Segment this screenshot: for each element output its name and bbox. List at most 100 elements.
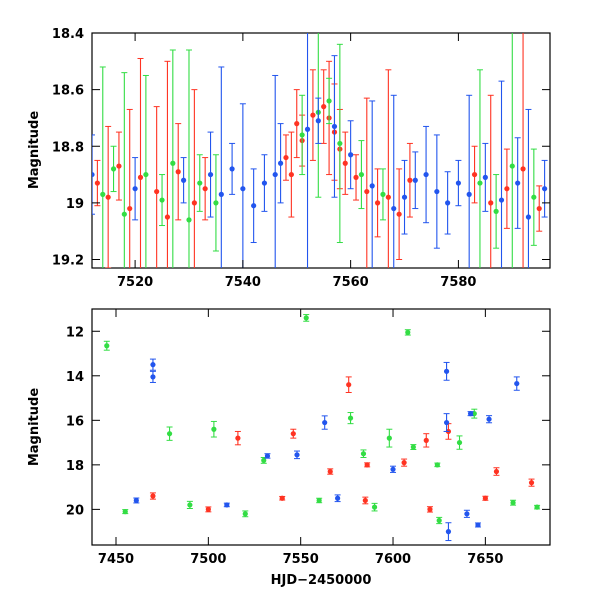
data-point <box>133 497 139 504</box>
data-point <box>358 171 365 178</box>
data-point <box>423 171 429 178</box>
data-point <box>464 511 470 517</box>
data-point <box>331 123 338 130</box>
data-point <box>137 174 144 180</box>
data-point <box>154 188 160 195</box>
data-point <box>531 194 537 200</box>
data-point <box>471 171 478 178</box>
data-point <box>427 506 433 512</box>
x-tick-label: 7580 <box>440 275 476 290</box>
data-point <box>322 419 328 426</box>
y-tick-label: 18.8 <box>52 140 84 155</box>
top-panel: 7520 7540 7560 7580 18.4 18.6 18.8 19 19.2 Magni… <box>27 27 551 290</box>
data-point <box>337 140 343 147</box>
y-tick-label: 19 <box>66 197 84 212</box>
data-point <box>380 191 386 197</box>
x-tick-label: 7560 <box>333 275 369 290</box>
data-point <box>202 186 208 192</box>
data-point <box>187 502 193 508</box>
data-point <box>261 457 267 463</box>
data-point <box>466 191 472 197</box>
data-point <box>362 497 368 504</box>
data-point <box>434 462 440 468</box>
y-tick-label: 20 <box>66 503 84 518</box>
x-tick-label: 7600 <box>375 552 411 567</box>
data-point <box>386 435 392 441</box>
data-point <box>235 435 241 441</box>
data-point <box>294 452 300 458</box>
data-point <box>436 517 442 524</box>
bottom-data-points <box>103 314 541 542</box>
data-point <box>335 495 341 501</box>
x-tick-label: 7520 <box>117 275 153 290</box>
y-tick-label: 18.4 <box>52 27 84 42</box>
data-point <box>229 166 235 172</box>
data-point <box>434 188 440 195</box>
data-point <box>471 411 477 417</box>
data-point <box>385 194 391 200</box>
data-point <box>310 112 316 118</box>
data-point <box>443 368 450 374</box>
data-point <box>290 431 296 437</box>
data-point <box>509 163 515 169</box>
data-point <box>240 186 246 192</box>
data-point <box>445 529 452 535</box>
y-tick-label: 19.2 <box>52 254 84 269</box>
data-point <box>213 200 219 206</box>
bottom-panel: 7450 7500 7550 7600 7650 12 14 16 18 20 Magnitude… <box>27 308 551 588</box>
data-point <box>251 203 257 209</box>
top-data-points <box>92 33 548 268</box>
data-point <box>327 468 333 475</box>
data-point <box>175 169 181 175</box>
data-point <box>542 186 548 192</box>
data-point <box>407 177 413 183</box>
top-plot-frame <box>91 32 551 269</box>
data-point <box>143 171 149 178</box>
top-y-axis-label: Magnitude <box>27 111 42 190</box>
data-point <box>100 191 106 197</box>
data-point <box>486 416 492 422</box>
x-tick-label: 7540 <box>225 275 261 290</box>
data-point <box>346 382 352 388</box>
y-tick-label: 16 <box>66 414 84 429</box>
data-point <box>164 214 171 220</box>
data-point <box>264 453 271 459</box>
data-point <box>127 205 133 212</box>
data-point <box>116 163 122 169</box>
bottom-axis-ticks: 7450 7500 7550 7600 7650 12 14 16 18 20 <box>66 309 550 567</box>
data-point <box>150 374 156 380</box>
data-point <box>181 177 187 183</box>
data-point <box>391 205 397 212</box>
data-point <box>390 466 396 472</box>
data-point <box>207 171 214 178</box>
data-point <box>94 180 100 186</box>
data-point <box>321 104 327 110</box>
data-point <box>277 160 284 166</box>
data-point <box>396 211 402 217</box>
data-point <box>304 126 311 132</box>
data-point <box>528 480 535 486</box>
data-point <box>242 511 248 517</box>
data-point <box>197 180 203 186</box>
data-point <box>504 186 510 192</box>
data-point <box>218 191 224 197</box>
y-tick-label: 18.6 <box>52 84 84 99</box>
data-point <box>364 188 370 195</box>
data-point <box>443 419 450 426</box>
data-point <box>498 197 505 203</box>
data-point <box>369 183 375 189</box>
data-point <box>482 174 488 180</box>
data-point <box>211 426 217 432</box>
data-point <box>348 152 354 158</box>
data-point <box>283 154 289 161</box>
data-point <box>186 217 192 223</box>
data-point <box>493 468 500 475</box>
data-point <box>105 194 111 200</box>
data-point <box>132 186 138 192</box>
data-point <box>520 166 526 172</box>
data-point <box>455 180 461 186</box>
data-point <box>401 460 407 466</box>
data-point <box>261 180 268 186</box>
data-point <box>525 214 532 220</box>
data-point <box>445 200 451 206</box>
